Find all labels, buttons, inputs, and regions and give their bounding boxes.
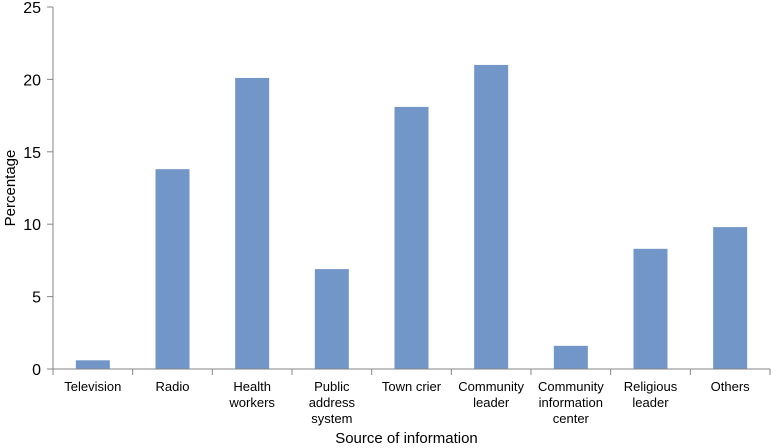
bar — [314, 269, 349, 369]
x-category-label-line: system — [311, 411, 352, 426]
x-category-label-line: Community — [458, 379, 524, 394]
x-category-label: Radio — [156, 379, 190, 394]
bar — [713, 227, 748, 369]
y-tick-label: 5 — [32, 290, 41, 307]
x-category-label-line: Radio — [156, 379, 190, 394]
x-category-label: Television — [64, 379, 121, 394]
x-category-label: Religious leader — [624, 379, 678, 410]
y-axis-ticks: 0 5 10 15 20 25 — [23, 0, 53, 379]
x-category-label-line: Television — [64, 379, 121, 394]
x-category-label: Health workers — [228, 379, 275, 410]
bar — [633, 248, 668, 369]
x-category-label-line: Health — [233, 379, 271, 394]
x-category-label-line: Town crier — [382, 379, 442, 394]
x-category-label-line: address — [309, 395, 356, 410]
x-category-label: Community information center — [538, 379, 604, 426]
x-axis-title: Source of information — [335, 430, 478, 447]
bar — [553, 345, 588, 369]
x-category-label: Community leader — [458, 379, 524, 410]
bar — [155, 169, 190, 369]
x-category-label-line: information — [539, 395, 603, 410]
x-category-label: Town crier — [382, 379, 442, 394]
x-category-label: Others — [711, 379, 751, 394]
bars-group — [75, 64, 748, 370]
x-category-label-line: workers — [228, 395, 275, 410]
x-category-label-line: Others — [711, 379, 751, 394]
y-tick-label: 10 — [23, 217, 41, 234]
x-category-label-line: Community — [538, 379, 604, 394]
y-tick-label: 20 — [23, 72, 41, 89]
y-axis-title: Percentage — [2, 150, 19, 227]
x-category-label-line: center — [553, 411, 590, 426]
x-category-label-line: leader — [632, 395, 669, 410]
bar — [394, 106, 429, 370]
y-tick-label: 15 — [23, 145, 41, 162]
x-axis-labels: Television Radio Health workers Public addres… — [52, 369, 771, 426]
y-tick-label: 25 — [23, 0, 41, 17]
x-category-label-line: Religious — [624, 379, 678, 394]
x-category-label-line: leader — [473, 395, 510, 410]
x-category-label: Public address system — [309, 379, 356, 426]
bar — [235, 77, 270, 370]
bar — [474, 64, 509, 370]
bar — [75, 360, 110, 369]
x-category-label-line: Public — [314, 379, 350, 394]
y-tick-label: 0 — [32, 362, 41, 379]
